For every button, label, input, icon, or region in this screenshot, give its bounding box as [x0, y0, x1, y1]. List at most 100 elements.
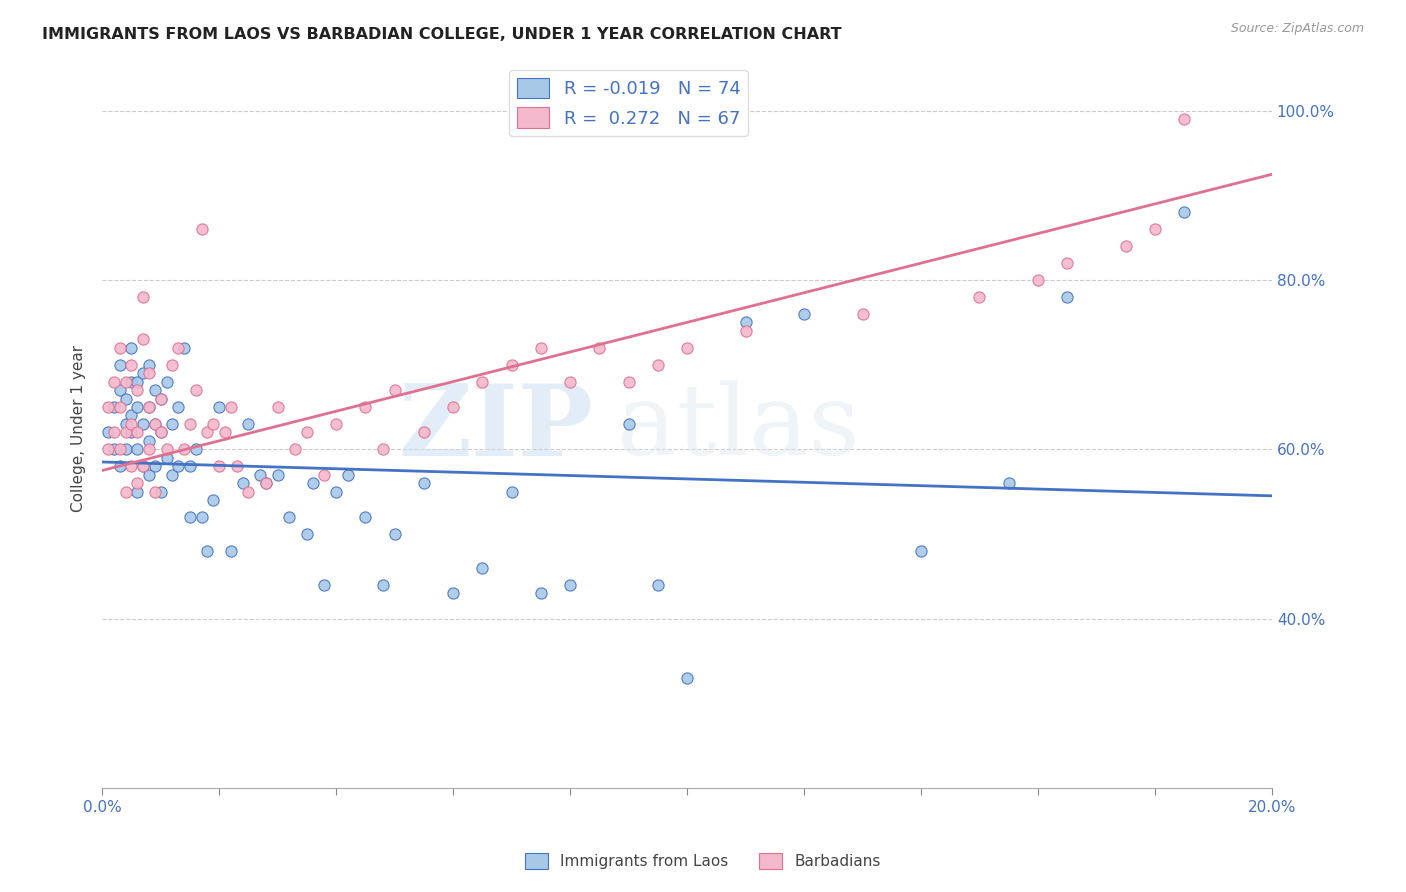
Point — [412, 476, 434, 491]
Point — [120, 375, 142, 389]
Point — [103, 425, 125, 440]
Point — [108, 400, 131, 414]
Point — [132, 290, 155, 304]
Point — [149, 425, 172, 440]
Point — [501, 358, 523, 372]
Point — [103, 442, 125, 457]
Point — [214, 425, 236, 440]
Point — [501, 484, 523, 499]
Point — [132, 332, 155, 346]
Point — [173, 341, 195, 355]
Point — [97, 442, 120, 457]
Point — [851, 307, 873, 321]
Point — [997, 476, 1019, 491]
Point — [530, 586, 553, 600]
Point — [155, 450, 177, 465]
Point — [132, 366, 155, 380]
Point — [108, 442, 131, 457]
Point — [384, 383, 406, 397]
Point — [588, 341, 610, 355]
Point — [1143, 222, 1166, 236]
Point — [1026, 273, 1049, 287]
Point — [284, 442, 307, 457]
Point — [325, 417, 347, 431]
Point — [138, 366, 160, 380]
Point — [354, 400, 377, 414]
Point — [108, 459, 131, 474]
Point — [132, 459, 155, 474]
Point — [103, 400, 125, 414]
Point — [219, 544, 242, 558]
Point — [184, 442, 207, 457]
Point — [190, 222, 212, 236]
Point — [179, 459, 201, 474]
Point — [441, 400, 464, 414]
Point — [254, 476, 277, 491]
Point — [202, 493, 225, 508]
Text: ZIP: ZIP — [399, 380, 593, 476]
Point — [179, 417, 201, 431]
Point — [167, 459, 190, 474]
Text: Source: ZipAtlas.com: Source: ZipAtlas.com — [1230, 22, 1364, 36]
Point — [155, 375, 177, 389]
Point — [676, 341, 699, 355]
Point — [208, 459, 231, 474]
Point — [138, 434, 160, 448]
Point — [162, 358, 184, 372]
Point — [910, 544, 932, 558]
Point — [1173, 112, 1195, 127]
Point — [179, 510, 201, 524]
Point — [127, 442, 149, 457]
Point — [149, 425, 172, 440]
Point — [266, 467, 288, 482]
Point — [219, 400, 242, 414]
Y-axis label: College, Under 1 year: College, Under 1 year — [72, 344, 86, 512]
Point — [138, 442, 160, 457]
Point — [114, 392, 136, 406]
Point — [138, 400, 160, 414]
Point — [127, 425, 149, 440]
Point — [120, 409, 142, 423]
Point — [155, 442, 177, 457]
Point — [441, 586, 464, 600]
Point — [127, 383, 149, 397]
Point — [266, 400, 288, 414]
Point — [208, 400, 231, 414]
Point — [336, 467, 359, 482]
Point — [108, 383, 131, 397]
Point — [143, 484, 166, 499]
Point — [114, 484, 136, 499]
Point — [676, 671, 699, 685]
Point — [617, 375, 640, 389]
Point — [325, 484, 347, 499]
Point — [149, 392, 172, 406]
Point — [97, 425, 120, 440]
Point — [108, 358, 131, 372]
Point — [138, 467, 160, 482]
Point — [295, 425, 318, 440]
Point — [530, 341, 553, 355]
Point — [225, 459, 247, 474]
Point — [149, 484, 172, 499]
Point — [301, 476, 323, 491]
Point — [127, 400, 149, 414]
Legend: Immigrants from Laos, Barbadians: Immigrants from Laos, Barbadians — [519, 847, 887, 875]
Point — [197, 425, 219, 440]
Point — [138, 400, 160, 414]
Point — [120, 459, 142, 474]
Point — [617, 417, 640, 431]
Text: IMMIGRANTS FROM LAOS VS BARBADIAN COLLEGE, UNDER 1 YEAR CORRELATION CHART: IMMIGRANTS FROM LAOS VS BARBADIAN COLLEG… — [42, 27, 842, 42]
Point — [184, 383, 207, 397]
Point — [132, 459, 155, 474]
Point — [127, 476, 149, 491]
Point — [149, 392, 172, 406]
Point — [471, 375, 494, 389]
Point — [120, 425, 142, 440]
Point — [254, 476, 277, 491]
Point — [120, 358, 142, 372]
Point — [114, 417, 136, 431]
Point — [190, 510, 212, 524]
Point — [138, 358, 160, 372]
Point — [162, 467, 184, 482]
Point — [114, 442, 136, 457]
